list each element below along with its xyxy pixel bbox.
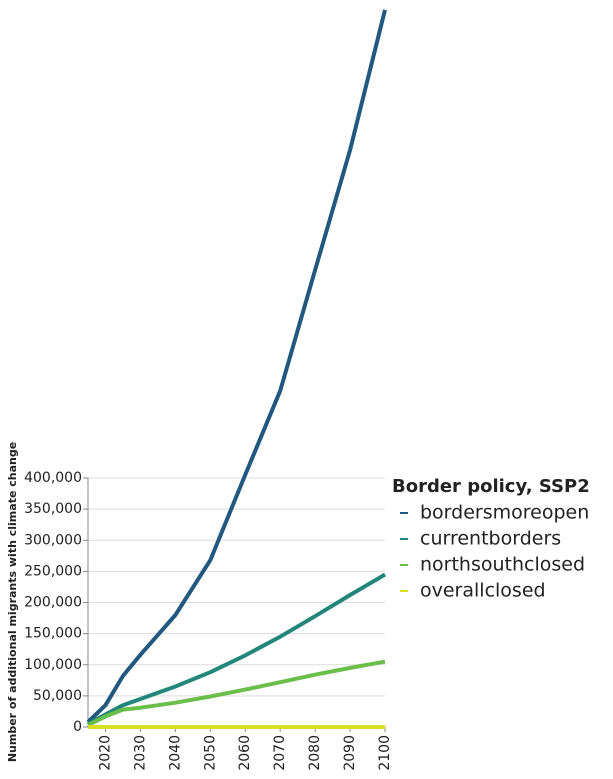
- y-tick-label: 250,000: [24, 563, 82, 579]
- y-tick-label: 400,000: [24, 470, 82, 486]
- x-tick-label: 2100: [377, 735, 393, 771]
- x-tick-label: 2050: [202, 735, 218, 771]
- legend-label: northsouthclosed: [420, 554, 585, 576]
- x-tick-label: 2020: [97, 735, 113, 771]
- x-tick-label: 2040: [167, 735, 183, 771]
- y-tick-label: 350,000: [24, 501, 82, 517]
- x-tick-label: 2060: [237, 735, 253, 771]
- series-line: [86, 9, 387, 724]
- legend-label: bordersmoreopen: [420, 502, 589, 524]
- x-tick-label: 2090: [342, 735, 358, 771]
- y-axis-title: Number of additional migrants with clima…: [6, 442, 19, 762]
- y-tick-label: 300,000: [24, 532, 82, 548]
- y-tick-label: 50,000: [33, 688, 82, 704]
- legend-title: Border policy, SSP2: [392, 476, 590, 497]
- legend-label: currentborders: [420, 528, 561, 550]
- x-tick-label: 2080: [307, 735, 323, 771]
- x-tick-label: 2070: [272, 735, 288, 771]
- series-line: [87, 572, 387, 726]
- y-tick-label: 100,000: [24, 657, 82, 673]
- y-tick-label: 150,000: [24, 626, 82, 642]
- series-line: [87, 659, 386, 727]
- legend-label: overallclosed: [420, 580, 546, 602]
- y-tick-label: 0: [73, 719, 82, 735]
- x-tick-label: 2030: [132, 735, 148, 771]
- y-tick-label: 200,000: [24, 595, 82, 611]
